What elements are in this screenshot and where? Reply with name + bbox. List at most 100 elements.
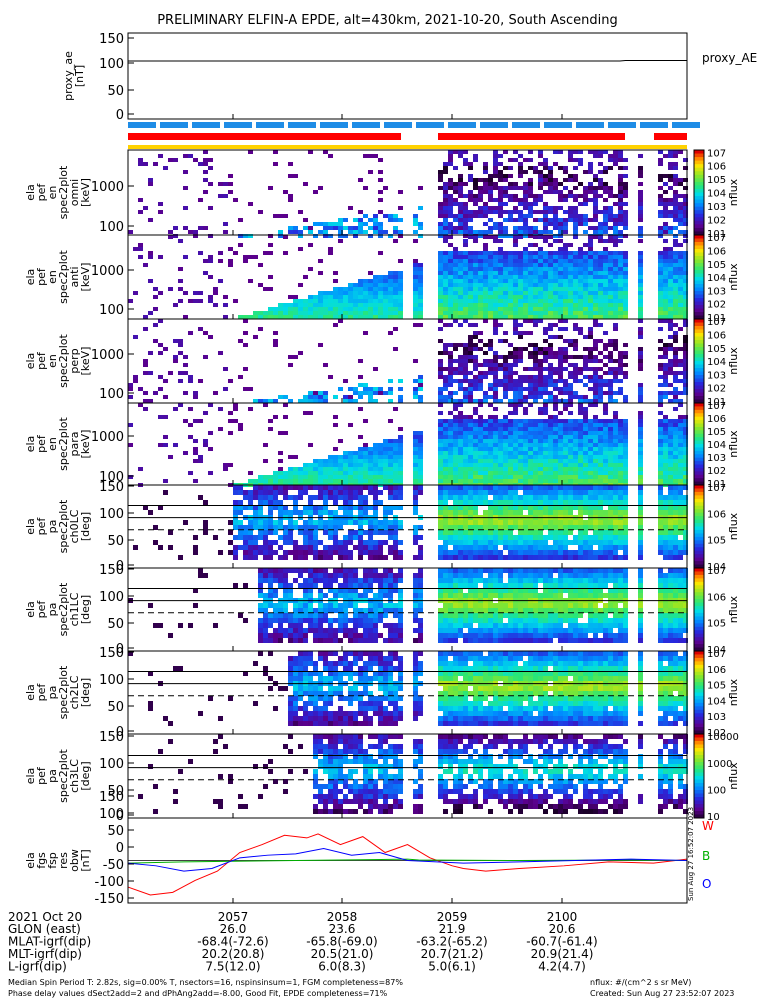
spectrogram-cell — [308, 463, 313, 467]
spectrogram-cell — [658, 550, 663, 555]
spectrogram-cell — [598, 447, 603, 451]
spectrogram-cell — [208, 431, 213, 435]
spectrogram-cell — [663, 545, 668, 550]
spectrogram-cell — [658, 283, 663, 287]
spectrogram-cell — [658, 431, 663, 435]
spectrogram-cell — [163, 443, 168, 447]
spectrogram-cell — [528, 455, 533, 459]
spectrogram-cell — [603, 222, 608, 226]
spectrogram-cell — [503, 415, 508, 419]
spectrogram-cell — [528, 367, 533, 371]
spectrogram-cell — [353, 391, 358, 395]
spectrogram-cell — [573, 218, 578, 222]
spectrogram-cell — [333, 271, 338, 275]
spectrogram-cell — [458, 455, 463, 459]
spectrogram-cell — [608, 206, 613, 210]
spectrogram-cell — [303, 275, 308, 279]
spectrogram-cell — [598, 267, 603, 271]
spectrogram-cell — [388, 271, 393, 275]
spectrogram-cell — [323, 395, 328, 399]
spectrogram-cell — [368, 226, 373, 230]
spectrogram-cell — [293, 545, 298, 550]
spectrogram-cell — [268, 623, 273, 628]
spectrogram-cell — [353, 287, 358, 291]
spectrogram-cell — [493, 451, 498, 455]
spectrogram-cell — [573, 485, 578, 490]
spectrogram-cell — [463, 415, 468, 419]
spectrogram-cell — [393, 479, 398, 483]
spectrogram-cell — [498, 479, 503, 483]
spectrogram-cell — [453, 226, 458, 230]
spectrogram-cell — [593, 455, 598, 459]
spectrogram-cell — [618, 530, 623, 535]
spectrogram-cell — [268, 588, 273, 593]
spectrogram-cell — [238, 234, 243, 238]
spectrogram-cell — [533, 210, 538, 214]
spectrogram-cell — [608, 303, 613, 307]
spectrogram-cell — [578, 327, 583, 331]
spectrogram-cell — [353, 311, 358, 315]
spectrogram-cell — [443, 399, 448, 403]
spectrogram-cell — [583, 251, 588, 255]
spectrogram-cell — [473, 235, 478, 239]
spectrogram-cell — [513, 399, 518, 403]
spectrogram-cell — [623, 311, 628, 315]
spectrogram-cell — [543, 226, 548, 230]
spectrogram-cell — [233, 545, 238, 550]
spectrogram-cell — [458, 311, 463, 315]
spectrogram-cell — [588, 279, 593, 283]
spectrogram-cell — [453, 379, 458, 383]
spectrogram-cell — [578, 259, 583, 263]
spectrogram-cell — [488, 423, 493, 427]
spectrogram-cell — [323, 299, 328, 303]
spectrogram-cell — [318, 550, 323, 555]
spectrogram-cell — [638, 439, 643, 443]
spectrogram-cell — [323, 295, 328, 299]
spectrogram-cell — [623, 427, 628, 431]
spectrogram-cell — [663, 479, 668, 483]
spectrogram-cell — [663, 471, 668, 475]
spectrogram-cell — [683, 467, 688, 471]
spectrogram-cell — [503, 331, 508, 335]
spectrogram-cell — [208, 335, 213, 339]
spectrogram-cell — [383, 485, 388, 490]
spectrogram-cell — [598, 226, 603, 230]
spectrogram-cell — [458, 500, 463, 505]
spectrogram-cell — [513, 443, 518, 447]
spectrogram-cell — [333, 540, 338, 545]
spectrogram-cell — [568, 343, 573, 347]
spectrogram-cell — [533, 218, 538, 222]
spectrogram-cell — [488, 403, 493, 407]
spectrogram-cell — [503, 387, 508, 391]
spectrogram-cell — [438, 459, 443, 463]
spectrogram-cell — [613, 500, 618, 505]
spectrogram-cell — [458, 419, 463, 423]
spectrogram-cell — [498, 510, 503, 515]
spectrogram-cell — [668, 279, 673, 283]
spectrogram-cell — [663, 347, 668, 351]
spectrogram-cell — [578, 267, 583, 271]
spectrogram-cell — [388, 218, 393, 222]
spectrogram-cell — [348, 510, 353, 515]
spectrogram-cell — [143, 162, 148, 166]
spectrogram-cell — [463, 510, 468, 515]
spectrogram-cell — [413, 451, 418, 455]
spectrogram-cell — [668, 226, 673, 230]
spectrogram-cell — [278, 475, 283, 479]
spectrogram-cell — [443, 479, 448, 483]
spectrogram-cell — [248, 550, 253, 555]
spectrogram-cell — [668, 162, 673, 166]
spectrogram-cell — [193, 439, 198, 443]
spectrogram-cell — [318, 463, 323, 467]
spectrogram-cell — [593, 190, 598, 194]
spectrogram-cell — [378, 387, 383, 391]
spectrogram-cell — [553, 311, 558, 315]
spectrogram-cell — [463, 467, 468, 471]
spectrogram-cell — [343, 226, 348, 230]
spectrogram-cell — [498, 423, 503, 427]
spectrogram-cell — [418, 222, 423, 226]
spectrogram-cell — [238, 485, 243, 490]
spectrogram-cell — [523, 315, 528, 319]
spectrogram-cell — [368, 520, 373, 525]
spectrogram-cell — [478, 520, 483, 525]
